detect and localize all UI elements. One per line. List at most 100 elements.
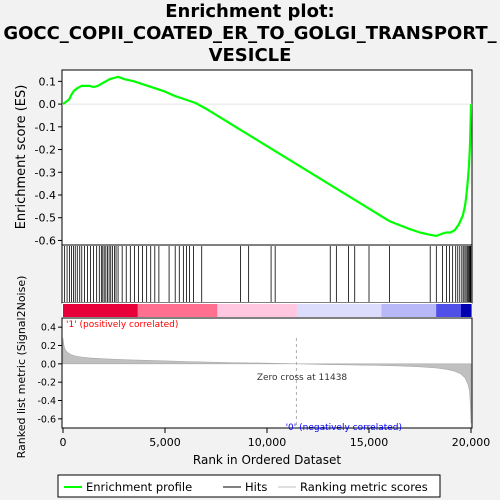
x-axis-label: Rank in Ordered Dataset [193,453,341,467]
gradient-segment [406,304,412,317]
ranking-y-axis-label: Ranked list metric (Signal2Noise) [15,276,28,459]
gradient-segment [292,304,298,317]
gradient-segment [396,304,402,317]
gradient-segment [153,304,159,317]
es-y-tick-label: -0.5 [35,212,56,225]
gradient-segment [192,304,198,317]
es-y-tick-label: 0.0 [39,98,57,111]
gradient-segment [312,304,318,317]
gradient-segment [342,304,348,317]
es-y-tick-label: -0.4 [35,189,56,202]
ranking-y-tick-label: -0.2 [37,378,56,389]
gradient-segment [143,304,149,317]
gradient-segment [416,304,422,317]
gradient-segment [376,304,382,317]
gradient-segment [257,304,263,317]
ranking-y-tick-label: 0.0 [41,359,56,370]
x-tick-label: 5,000 [149,436,181,449]
es-y-tick-label: -0.3 [35,166,56,179]
ranking-y-tick-label: -0.4 [37,396,56,407]
gradient-segment [466,304,472,317]
gradient-segment [391,304,397,317]
es-y-axis-label: Enrichment score (ES) [14,85,29,230]
gradient-segment [272,304,278,317]
gradient-segment [222,304,228,317]
gradient-segment [232,304,238,317]
gradient-segment [227,304,233,317]
gradient-segment [187,304,193,317]
gradient-segment [297,304,303,317]
gradient-segment [182,304,188,317]
zero-cross-label: Zero cross at 11438 [257,373,348,383]
gradient-segment [123,304,129,317]
es-panel-frame [62,70,472,245]
gradient-segment [401,304,407,317]
gradient-segment [347,304,353,317]
gradient-segment [172,304,178,317]
gradient-segment [317,304,323,317]
gradient-segment [73,304,79,317]
legend-hits-label: Hits [245,480,267,494]
gradient-segment [262,304,268,317]
gradient-segment [163,304,169,317]
hits-panel-frame [62,245,472,303]
rank-x-axis: 0 5,000 10,000 15,000 20,000 [60,428,491,449]
gradient-segment [98,304,104,317]
gradient-segment [456,304,462,317]
gradient-segment [421,304,427,317]
gradient-segment [207,304,213,317]
gradient-segment [237,304,243,317]
gradient-segment [352,304,358,317]
gradient-segment [287,304,293,317]
legend-profile-label: Enrichment profile [86,480,192,494]
ranking-y-axis: 0.4 0.2 0.0 -0.2 -0.4 -0.6 [37,323,62,426]
gradient-segment [202,304,208,317]
gradient-segment [426,304,432,317]
es-y-tick-label: 0.1 [39,75,57,88]
gradient-segment [451,304,457,317]
gradient-segment [367,304,373,317]
x-tick-label: 20,000 [452,436,491,449]
gradient-segment [436,304,442,317]
gradient-segment [108,304,114,317]
x-tick-label: 15,000 [350,436,389,449]
gradient-segment [118,304,124,317]
gradient-segment [386,304,392,317]
gradient-segment [371,304,377,317]
gradient-segment [113,304,119,317]
gradient-segment [357,304,363,317]
ranking-y-tick-label: 0.4 [41,323,56,334]
ranking-y-tick-label: 0.2 [41,341,56,352]
gradient-segment [431,304,437,317]
gradient-segment [128,304,134,317]
gradient-segment [302,304,308,317]
gradient-segment [177,304,183,317]
gradient-segment [247,304,253,317]
gradient-segment [337,304,343,317]
gradient-segment [411,304,417,317]
gradient-segment [446,304,452,317]
legend-ranking-label: Ranking metric scores [300,480,428,494]
positive-correlation-label: '1' (positively correlated) [66,320,178,330]
gradient-segment [461,304,467,317]
gradient-segment [277,304,283,317]
es-y-tick-label: -0.2 [35,144,56,157]
gradient-segment [212,304,218,317]
gradient-segment [242,304,248,317]
x-tick-label: 0 [60,436,67,449]
gradient-segment [93,304,99,317]
gradient-segment [327,304,333,317]
gradient-segment [148,304,154,317]
gradient-segment [217,304,223,317]
gradient-segment [381,304,387,317]
gradient-segment [197,304,203,317]
es-y-tick-label: -0.6 [35,234,56,247]
x-tick-label: 10,000 [248,436,287,449]
gradient-segment [332,304,338,317]
gradient-segment [282,304,288,317]
gradient-segment [252,304,258,317]
es-y-tick-label: -0.1 [35,121,56,134]
gradient-segment [83,304,89,317]
gradient-segment [78,304,84,317]
